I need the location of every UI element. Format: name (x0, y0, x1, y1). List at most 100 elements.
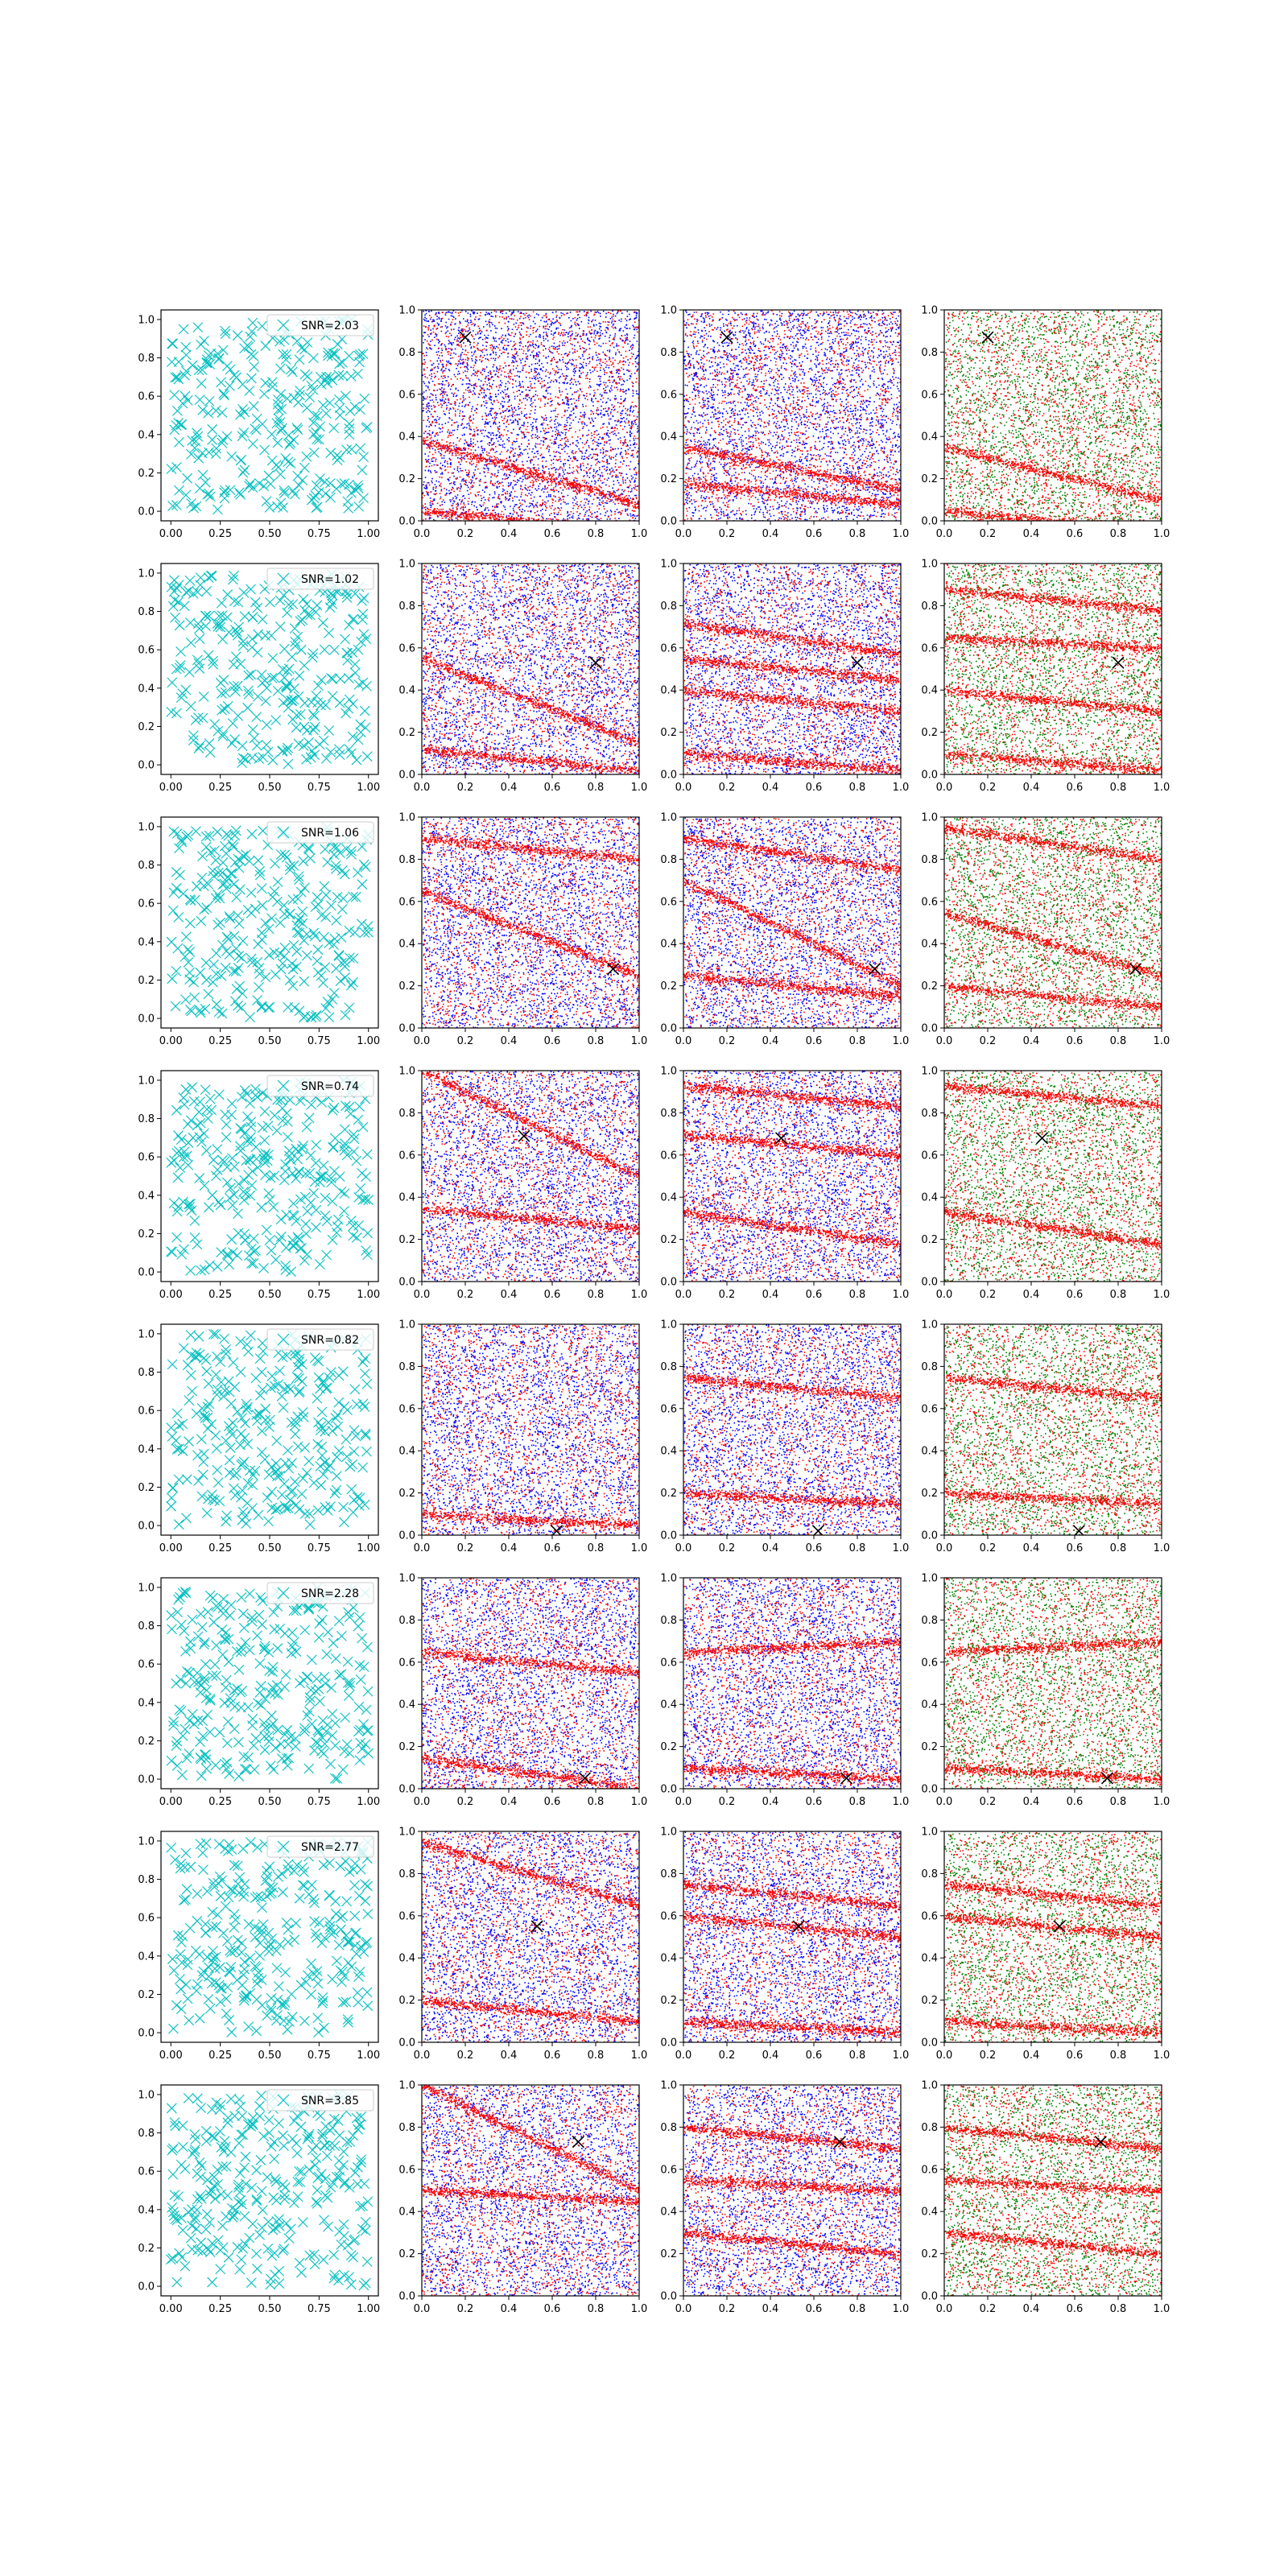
x-marker (204, 408, 213, 418)
x-tick-label: 0.6 (806, 1035, 823, 1047)
x-marker (304, 844, 314, 854)
plot-area (167, 823, 374, 1022)
axes-frame (161, 2085, 378, 2296)
x-marker (172, 1409, 182, 1418)
legend-label: SNR=2.03 (301, 320, 359, 332)
x-marker (240, 1765, 250, 1774)
x-marker (234, 1771, 244, 1781)
x-tick-label: 0.8 (1110, 2050, 1127, 2062)
x-marker (313, 2013, 323, 2023)
y-tick-label: 0.0 (921, 2291, 938, 2303)
x-marker (220, 841, 229, 851)
x-marker (181, 932, 191, 942)
x-marker (320, 881, 329, 891)
x-marker (181, 350, 191, 360)
x-marker (324, 726, 334, 736)
x-marker (168, 601, 178, 611)
x-marker (248, 439, 258, 448)
y-tick-label: 0.4 (660, 1192, 677, 1204)
x-marker (306, 753, 316, 762)
x-marker (178, 398, 188, 408)
y-tick-label: 0.8 (398, 1361, 415, 1373)
x-marker (328, 2123, 337, 2132)
x-marker (344, 674, 353, 683)
x-marker (313, 1439, 323, 1449)
x-marker (347, 444, 357, 454)
x-marker (363, 2197, 373, 2207)
x-marker (192, 2205, 202, 2215)
x-marker (238, 1507, 248, 1517)
x-marker (241, 1235, 250, 1245)
x-marker (205, 2248, 215, 2257)
cyan-marker-series (166, 2090, 373, 2290)
x-marker (221, 1120, 231, 1129)
x-marker (250, 1247, 259, 1257)
x-marker (237, 953, 246, 963)
x-marker (284, 2234, 294, 2244)
x-tick-label: 0.0 (414, 1796, 431, 1808)
x-marker (305, 1509, 315, 1518)
x-marker (354, 1702, 364, 1711)
x-marker (233, 711, 243, 720)
x-marker (357, 880, 367, 890)
x-tick-label: 1.0 (1154, 1289, 1170, 1301)
y-tick-label: 1.0 (660, 1066, 677, 1078)
x-marker (208, 1155, 218, 1165)
blue-point-series (422, 1071, 641, 1283)
x-marker (235, 2264, 245, 2274)
x-marker (302, 951, 312, 960)
x-marker (319, 932, 328, 942)
x-marker (357, 465, 367, 475)
x-marker (221, 1436, 231, 1446)
y-tick-label: 1.0 (138, 2089, 155, 2101)
x-marker (174, 1595, 184, 1604)
x-marker (287, 1486, 297, 1496)
x-tick-label: 0.75 (308, 2303, 331, 2315)
x-marker (311, 1223, 320, 1232)
x-marker (248, 318, 258, 328)
x-marker (209, 1617, 219, 1627)
x-marker (193, 1476, 203, 1486)
x-marker (340, 869, 349, 879)
x-marker (265, 1862, 275, 1872)
x-tick-label: 0.4 (501, 1796, 518, 1808)
x-marker (186, 1862, 196, 1872)
y-tick-label: 0.0 (138, 1267, 155, 1279)
y-tick-label: 0.2 (398, 727, 415, 739)
x-tick-label: 0.6 (806, 1289, 823, 1301)
x-marker (276, 964, 286, 974)
x-marker (320, 645, 329, 654)
x-marker (325, 478, 335, 488)
x-marker (352, 1949, 361, 1959)
x-marker (257, 2186, 266, 2196)
x-marker (267, 1371, 277, 1381)
x-marker (211, 1171, 221, 1181)
x-marker (334, 1397, 344, 1407)
x-marker (287, 1989, 296, 1999)
x-tick-label: 0.8 (588, 1289, 605, 1301)
x-marker (295, 1386, 304, 1396)
x-tick-label: 1.0 (631, 2050, 648, 2062)
x-marker (254, 856, 263, 865)
x-marker (236, 456, 246, 465)
x-marker (275, 469, 285, 479)
x-marker (262, 683, 271, 693)
x-marker (237, 431, 247, 441)
x-marker (216, 918, 225, 927)
x-marker (311, 902, 320, 911)
y-tick-label: 0.0 (138, 2281, 155, 2293)
y-tick-label: 0.2 (660, 2248, 677, 2260)
y-tick-label: 0.4 (138, 936, 155, 948)
x-marker (261, 919, 270, 928)
x-marker (332, 1774, 342, 1784)
x-marker (262, 2173, 272, 2182)
x-marker (281, 1459, 291, 1468)
y-tick-label: 1.0 (660, 305, 677, 317)
x-marker (254, 1409, 264, 1418)
x-marker (331, 1897, 341, 1906)
plot-area (944, 310, 1163, 522)
plot-area (422, 1831, 641, 2044)
x-marker (227, 1099, 237, 1108)
x-marker (254, 939, 263, 949)
x-marker (186, 638, 196, 647)
